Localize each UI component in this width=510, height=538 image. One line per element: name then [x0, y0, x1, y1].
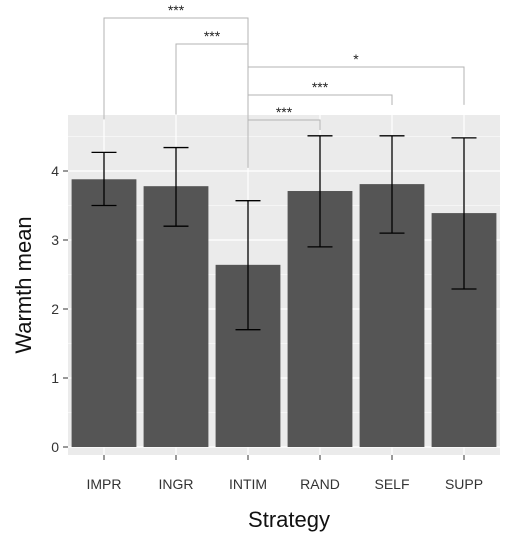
bracket-line: [247, 119, 321, 168]
significance-label: *: [353, 51, 359, 67]
error-bar-rand: [307, 135, 333, 248]
x-tick-label: SUPP: [445, 476, 483, 492]
significance-brackets: *************: [103, 2, 465, 168]
error-bars: [91, 135, 477, 331]
error-bar-impr: [91, 151, 117, 207]
significance-label: ***: [204, 28, 221, 44]
error-bar-intim: [235, 200, 261, 331]
y-tick-label: 4: [51, 163, 59, 179]
x-tick-label: INTIM: [229, 476, 267, 492]
significance-label: ***: [276, 104, 293, 120]
significance-label: ***: [168, 2, 185, 18]
y-axis-title: Warmth mean: [11, 216, 36, 353]
error-bar-ingr: [163, 146, 189, 227]
significance-bracket: ***: [247, 104, 321, 168]
bar-ingr: [143, 186, 209, 447]
axes: 0 1 2 3 4 IMPR INGR INTIM RAND SELF SUPP: [51, 163, 483, 492]
y-tick-label: 1: [51, 370, 59, 386]
x-tick-label: RAND: [300, 476, 340, 492]
bar-impr: [71, 179, 137, 447]
significance-label: ***: [312, 79, 329, 95]
x-tick-label: IMPR: [87, 476, 122, 492]
x-tick-label: SELF: [374, 476, 409, 492]
error-bar-supp: [451, 137, 477, 290]
y-tick-label: 3: [51, 232, 59, 248]
x-tick-label: INGR: [159, 476, 194, 492]
error-bar-self: [379, 135, 405, 234]
x-axis-title: Strategy: [248, 507, 330, 532]
y-tick-label: 2: [51, 301, 59, 317]
plot-panel: [68, 115, 500, 455]
y-tick-label: 0: [51, 439, 59, 455]
